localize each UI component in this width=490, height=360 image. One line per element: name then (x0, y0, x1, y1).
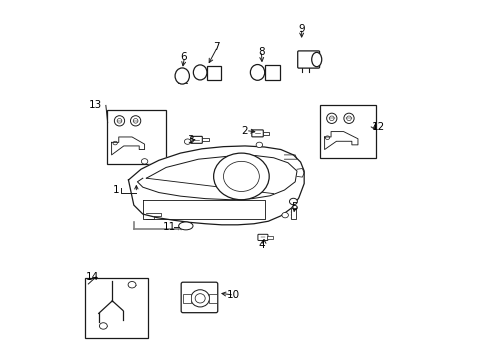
Ellipse shape (256, 142, 263, 148)
Ellipse shape (133, 118, 138, 123)
Ellipse shape (195, 294, 205, 303)
Text: 11: 11 (163, 222, 176, 232)
Text: 9: 9 (298, 24, 305, 34)
Text: 2: 2 (242, 126, 248, 136)
Ellipse shape (344, 113, 354, 123)
Ellipse shape (179, 222, 193, 230)
FancyBboxPatch shape (252, 130, 263, 137)
FancyBboxPatch shape (320, 105, 376, 158)
Text: 4: 4 (259, 239, 265, 249)
Text: 14: 14 (86, 272, 99, 282)
FancyBboxPatch shape (263, 132, 270, 135)
Ellipse shape (128, 282, 136, 288)
Text: 12: 12 (372, 122, 385, 132)
Text: 6: 6 (181, 52, 187, 62)
Ellipse shape (282, 212, 289, 218)
FancyBboxPatch shape (266, 65, 280, 80)
Ellipse shape (130, 116, 141, 126)
Ellipse shape (346, 116, 351, 121)
Ellipse shape (194, 65, 207, 80)
FancyBboxPatch shape (201, 138, 209, 141)
Ellipse shape (114, 116, 124, 126)
Ellipse shape (250, 64, 265, 80)
FancyBboxPatch shape (183, 294, 191, 303)
Ellipse shape (312, 52, 322, 67)
Text: 10: 10 (227, 290, 240, 300)
Ellipse shape (327, 113, 337, 123)
Ellipse shape (141, 159, 148, 164)
Text: 13: 13 (89, 100, 102, 111)
Ellipse shape (184, 139, 191, 144)
Text: 1: 1 (113, 185, 120, 195)
Text: 8: 8 (258, 46, 265, 57)
Text: 5: 5 (291, 202, 298, 212)
FancyBboxPatch shape (209, 294, 217, 303)
FancyBboxPatch shape (191, 136, 202, 143)
FancyBboxPatch shape (258, 234, 268, 240)
FancyBboxPatch shape (85, 278, 148, 338)
FancyBboxPatch shape (267, 236, 273, 239)
FancyBboxPatch shape (181, 282, 218, 313)
FancyBboxPatch shape (298, 51, 319, 68)
Ellipse shape (117, 118, 122, 123)
Text: 3: 3 (187, 135, 194, 145)
FancyBboxPatch shape (107, 110, 166, 164)
FancyBboxPatch shape (207, 66, 221, 80)
Bar (291, 208, 295, 220)
Ellipse shape (214, 153, 269, 200)
Ellipse shape (99, 323, 107, 329)
Ellipse shape (329, 116, 334, 121)
Ellipse shape (290, 198, 297, 205)
Polygon shape (128, 146, 304, 225)
Text: 7: 7 (213, 42, 220, 51)
Ellipse shape (175, 68, 190, 84)
Ellipse shape (191, 290, 210, 307)
